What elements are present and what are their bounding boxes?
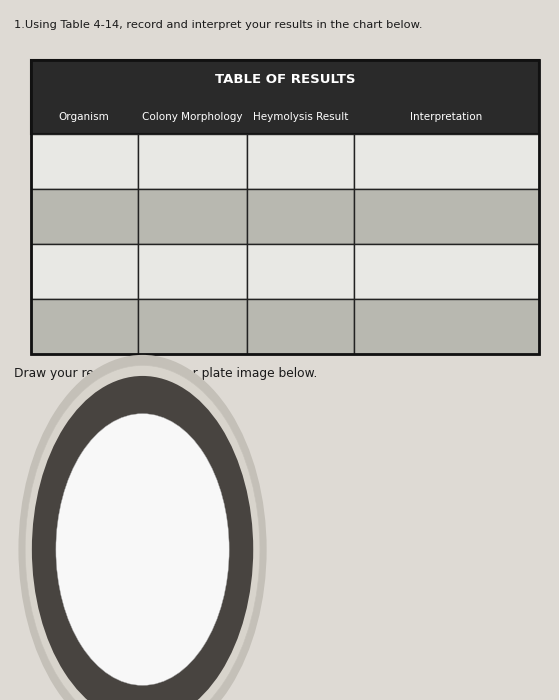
Text: 1.Using Table 4-14, record and interpret your results in the chart below.: 1.Using Table 4-14, record and interpret… [14, 20, 423, 29]
Ellipse shape [32, 376, 253, 700]
Ellipse shape [18, 355, 267, 700]
FancyBboxPatch shape [31, 189, 138, 244]
Text: Interpretation: Interpretation [410, 112, 483, 122]
FancyBboxPatch shape [247, 134, 354, 189]
Text: Draw your results on the agar plate image below.: Draw your results on the agar plate imag… [14, 368, 318, 381]
Ellipse shape [56, 414, 229, 685]
FancyBboxPatch shape [354, 134, 539, 189]
FancyBboxPatch shape [354, 244, 539, 299]
FancyBboxPatch shape [31, 299, 138, 354]
FancyBboxPatch shape [31, 134, 138, 189]
FancyBboxPatch shape [354, 189, 539, 244]
FancyBboxPatch shape [138, 244, 247, 299]
FancyBboxPatch shape [247, 299, 354, 354]
Ellipse shape [25, 365, 260, 700]
FancyBboxPatch shape [138, 189, 247, 244]
FancyBboxPatch shape [247, 244, 354, 299]
FancyBboxPatch shape [138, 134, 247, 189]
Text: TABLE OF RESULTS: TABLE OF RESULTS [215, 74, 356, 86]
FancyBboxPatch shape [138, 299, 247, 354]
FancyBboxPatch shape [354, 299, 539, 354]
Text: Organism: Organism [59, 112, 110, 122]
FancyBboxPatch shape [247, 189, 354, 244]
FancyBboxPatch shape [31, 244, 138, 299]
Text: Colony Morphology: Colony Morphology [142, 112, 243, 122]
Text: Heymolysis Result: Heymolysis Result [253, 112, 348, 122]
FancyBboxPatch shape [31, 60, 539, 134]
